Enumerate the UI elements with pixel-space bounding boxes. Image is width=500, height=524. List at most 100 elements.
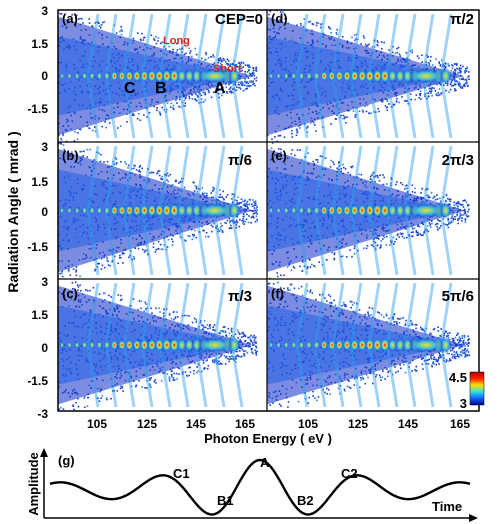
noise-speck xyxy=(349,387,352,389)
noise-speck xyxy=(170,106,172,108)
noise-speck xyxy=(417,234,419,236)
noise-speck xyxy=(268,13,270,16)
noise-speck xyxy=(245,218,248,221)
noise-speck xyxy=(226,194,229,196)
noise-speck xyxy=(60,139,63,141)
noise-speck xyxy=(253,201,255,203)
noise-speck xyxy=(333,163,335,166)
noise-speck xyxy=(357,249,359,252)
noise-speck xyxy=(453,354,456,356)
trajectory-streak xyxy=(212,13,226,77)
noise-speck xyxy=(451,67,454,69)
harmonic-spot xyxy=(103,340,111,350)
noise-speck xyxy=(122,390,124,393)
noise-speck xyxy=(181,180,183,183)
harmonic-spot xyxy=(380,69,390,83)
noise-speck xyxy=(139,165,142,167)
noise-speck xyxy=(75,274,78,277)
noise-speck xyxy=(255,76,258,79)
noise-speck xyxy=(352,165,354,167)
noise-speck xyxy=(379,174,381,177)
noise-speck xyxy=(242,200,244,203)
noise-speck xyxy=(319,155,322,157)
noise-speck xyxy=(459,64,462,67)
harmonic-spot xyxy=(74,206,80,215)
noise-speck xyxy=(143,251,146,253)
noise-speck xyxy=(453,79,456,81)
noise-speck xyxy=(277,135,280,137)
noise-speck xyxy=(445,361,447,363)
noise-speck xyxy=(419,90,422,92)
noise-speck xyxy=(221,230,224,232)
noise-speck xyxy=(138,170,140,173)
noise-speck xyxy=(333,258,336,261)
noise-speck xyxy=(164,173,166,176)
noise-speck xyxy=(226,355,228,358)
noise-speck xyxy=(424,95,426,97)
noise-speck xyxy=(108,294,110,297)
noise-speck xyxy=(126,120,128,123)
noise-speck xyxy=(451,214,454,216)
noise-speck xyxy=(131,114,134,116)
noise-speck xyxy=(219,196,222,199)
noise-speck xyxy=(377,41,379,44)
noise-speck xyxy=(441,59,443,62)
noise-speck xyxy=(439,201,442,204)
noise-speck xyxy=(248,346,250,348)
noise-speck xyxy=(350,166,352,168)
noise-speck xyxy=(234,357,237,359)
noise-speck xyxy=(401,96,403,98)
noise-speck xyxy=(321,264,324,266)
noise-speck xyxy=(253,69,255,72)
noise-speck xyxy=(366,244,369,247)
noise-speck xyxy=(447,197,449,200)
noise-speck xyxy=(72,288,74,290)
noise-speck xyxy=(163,308,165,311)
noise-speck xyxy=(252,83,254,86)
noise-speck xyxy=(226,90,228,93)
noise-speck xyxy=(373,240,375,243)
noise-speck xyxy=(378,179,381,182)
noise-speck xyxy=(420,358,423,360)
noise-speck xyxy=(187,324,190,326)
noise-speck xyxy=(107,260,109,263)
noise-speck xyxy=(244,335,247,337)
noise-speck xyxy=(167,180,170,183)
noise-speck xyxy=(430,90,433,92)
noise-speck xyxy=(459,85,462,88)
noise-speck xyxy=(440,83,442,86)
noise-speck xyxy=(372,245,375,247)
noise-speck xyxy=(128,256,130,259)
noise-speck xyxy=(248,198,251,201)
noise-speck xyxy=(131,258,133,261)
noise-speck xyxy=(327,389,330,391)
noise-speck xyxy=(115,162,118,164)
noise-speck xyxy=(279,18,281,21)
trajectory-streak xyxy=(349,13,363,77)
noise-speck xyxy=(437,228,439,230)
noise-speck xyxy=(186,374,188,377)
noise-speck xyxy=(197,188,200,190)
noise-speck xyxy=(76,138,79,141)
noise-speck xyxy=(332,161,334,163)
noise-speck xyxy=(340,168,343,170)
noise-speck xyxy=(245,203,247,206)
noise-speck xyxy=(466,66,468,69)
noise-speck xyxy=(223,91,225,93)
noise-speck xyxy=(195,319,197,321)
noise-speck xyxy=(463,213,465,216)
noise-speck xyxy=(180,236,183,239)
noise-speck xyxy=(139,173,141,176)
harmonic-spot xyxy=(169,203,179,218)
noise-speck xyxy=(346,116,348,118)
noise-speck xyxy=(459,70,462,72)
noise-speck xyxy=(249,343,251,345)
noise-speck xyxy=(98,152,100,155)
harmonic-spot xyxy=(140,204,149,217)
noise-speck xyxy=(243,203,246,205)
noise-speck xyxy=(447,219,449,222)
trajectory-streak xyxy=(122,13,136,77)
noise-speck xyxy=(166,108,168,111)
noise-speck xyxy=(455,204,457,206)
noise-speck xyxy=(223,355,226,357)
